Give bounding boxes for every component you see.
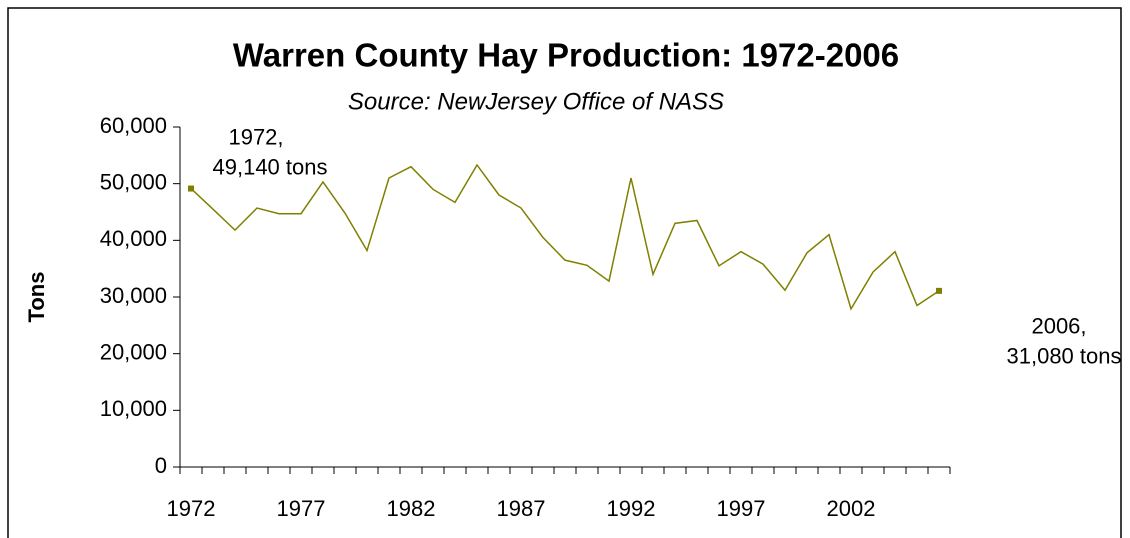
data-label: 31,080 tons bbox=[1007, 344, 1122, 369]
x-tick-label: 1977 bbox=[277, 496, 326, 521]
x-tick-label: 1997 bbox=[717, 496, 766, 521]
chart-frame bbox=[7, 7, 1122, 538]
x-tick-label: 1972 bbox=[167, 496, 216, 521]
chart-title: Warren County Hay Production: 1972-2006 bbox=[233, 37, 899, 74]
y-tick-label: 40,000 bbox=[100, 226, 167, 251]
point-marker bbox=[936, 287, 942, 294]
y-axis-label: Tons bbox=[24, 272, 49, 323]
data-line bbox=[190, 163, 940, 311]
point-marker bbox=[188, 185, 194, 192]
y-tick-label: 0 bbox=[155, 453, 167, 478]
x-tick-label: 1987 bbox=[497, 496, 546, 521]
y-tick-label: 30,000 bbox=[100, 283, 167, 308]
x-tick-label: 2002 bbox=[827, 496, 876, 521]
data-label: 49,140 tons bbox=[213, 154, 328, 179]
y-tick-label: 50,000 bbox=[100, 169, 167, 194]
y-tick-label: 60,000 bbox=[100, 113, 167, 138]
x-tick-label: 1992 bbox=[607, 496, 656, 521]
y-tick-label: 20,000 bbox=[100, 339, 167, 364]
data-label: 2006, bbox=[1031, 314, 1086, 339]
x-tick-label: 1982 bbox=[387, 496, 436, 521]
data-label: 1972, bbox=[228, 124, 283, 149]
y-tick-label: 10,000 bbox=[100, 396, 167, 421]
chart-subtitle: Source: NewJersey Office of NASS bbox=[348, 88, 724, 115]
